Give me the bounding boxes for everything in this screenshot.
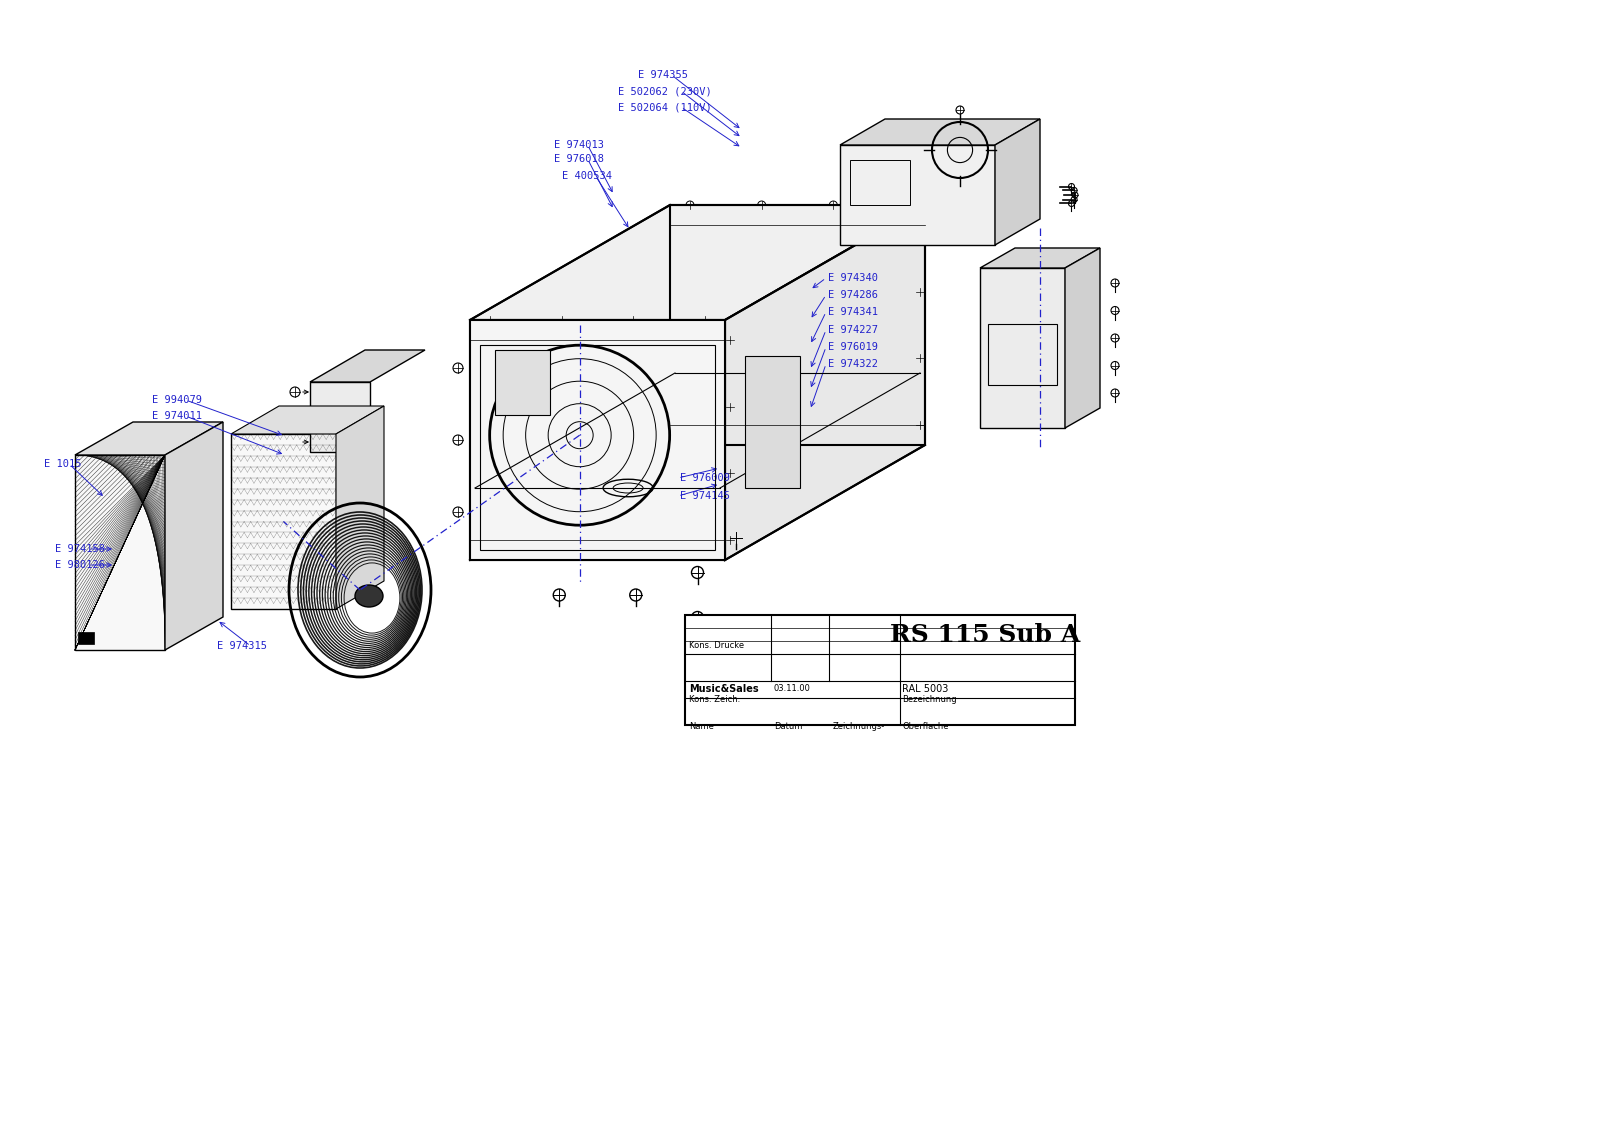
Text: E 974011: E 974011 bbox=[152, 411, 202, 421]
Text: E 502062 (230V): E 502062 (230V) bbox=[618, 86, 712, 96]
Text: E 974341: E 974341 bbox=[829, 307, 878, 317]
Bar bbox=[685, 615, 1075, 725]
Polygon shape bbox=[165, 422, 222, 650]
Text: E 974145: E 974145 bbox=[680, 491, 730, 501]
Polygon shape bbox=[230, 406, 384, 434]
Polygon shape bbox=[310, 349, 426, 382]
Polygon shape bbox=[470, 205, 925, 320]
Text: E 502064 (110V): E 502064 (110V) bbox=[618, 102, 712, 112]
Polygon shape bbox=[995, 119, 1040, 245]
Polygon shape bbox=[75, 455, 165, 650]
Text: Bezeichnung: Bezeichnung bbox=[902, 694, 957, 703]
Polygon shape bbox=[336, 406, 384, 608]
Text: E 974158: E 974158 bbox=[54, 544, 106, 554]
Polygon shape bbox=[310, 382, 370, 452]
Polygon shape bbox=[75, 422, 222, 455]
Text: E 976009: E 976009 bbox=[680, 473, 730, 483]
Polygon shape bbox=[979, 268, 1066, 428]
Text: E 400534: E 400534 bbox=[562, 171, 611, 181]
Text: RS 115 Sub A: RS 115 Sub A bbox=[890, 623, 1080, 647]
Text: E 974286: E 974286 bbox=[829, 290, 878, 300]
Text: E 994079: E 994079 bbox=[152, 395, 202, 405]
Bar bbox=[78, 632, 94, 644]
Text: RAL 5003: RAL 5003 bbox=[902, 684, 949, 694]
Text: E 974355: E 974355 bbox=[638, 70, 688, 80]
Polygon shape bbox=[979, 248, 1101, 268]
Text: E 1015: E 1015 bbox=[45, 459, 82, 469]
Polygon shape bbox=[1066, 248, 1101, 428]
Text: E 976019: E 976019 bbox=[829, 342, 878, 352]
Bar bbox=[480, 345, 715, 550]
Polygon shape bbox=[725, 205, 925, 560]
Ellipse shape bbox=[355, 585, 382, 607]
Polygon shape bbox=[470, 320, 725, 560]
Text: Oberflache: Oberflache bbox=[902, 722, 949, 731]
Text: Zeichnungs-: Zeichnungs- bbox=[832, 722, 885, 731]
Text: E 974315: E 974315 bbox=[218, 641, 267, 651]
Text: E 974340: E 974340 bbox=[829, 273, 878, 283]
Text: Datum: Datum bbox=[774, 722, 802, 731]
Bar bbox=[494, 349, 550, 415]
Text: E 974322: E 974322 bbox=[829, 359, 878, 369]
Text: Kons. Drucke: Kons. Drucke bbox=[690, 641, 744, 650]
Text: Name: Name bbox=[690, 722, 714, 731]
Text: E 980126: E 980126 bbox=[54, 560, 106, 570]
Polygon shape bbox=[230, 434, 336, 608]
Text: E 974227: E 974227 bbox=[829, 325, 878, 335]
Bar bbox=[746, 356, 800, 487]
Text: Music&Sales: Music&Sales bbox=[690, 684, 758, 694]
Text: Kons. Zeich.: Kons. Zeich. bbox=[690, 694, 741, 703]
Polygon shape bbox=[840, 119, 1040, 145]
Polygon shape bbox=[840, 145, 995, 245]
Text: 03.11.00: 03.11.00 bbox=[774, 684, 811, 693]
Bar bbox=[989, 323, 1058, 385]
Text: E 976018: E 976018 bbox=[554, 154, 605, 164]
Bar bbox=[850, 159, 910, 205]
Text: E 974013: E 974013 bbox=[554, 140, 605, 150]
